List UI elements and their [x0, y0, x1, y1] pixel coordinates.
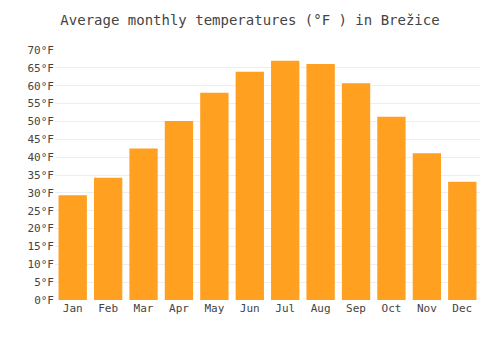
- svg-text:Nov: Nov: [417, 302, 437, 315]
- svg-text:65°F: 65°F: [28, 62, 55, 75]
- svg-text:55°F: 55°F: [28, 97, 55, 110]
- svg-text:Aug: Aug: [311, 302, 331, 315]
- svg-text:May: May: [204, 302, 224, 315]
- svg-text:Dec: Dec: [452, 302, 472, 315]
- svg-text:Jan: Jan: [63, 302, 83, 315]
- svg-text:45°F: 45°F: [28, 133, 55, 146]
- svg-text:Jun: Jun: [240, 302, 260, 315]
- svg-text:Mar: Mar: [134, 302, 154, 315]
- svg-text:20°F: 20°F: [28, 222, 55, 235]
- svg-text:60°F: 60°F: [28, 80, 55, 93]
- svg-text:40°F: 40°F: [28, 151, 55, 164]
- svg-text:35°F: 35°F: [28, 169, 55, 182]
- svg-text:70°F: 70°F: [28, 44, 55, 57]
- svg-text:Feb: Feb: [98, 302, 118, 315]
- svg-text:25°F: 25°F: [28, 205, 55, 218]
- svg-text:30°F: 30°F: [28, 187, 55, 200]
- svg-text:0°F: 0°F: [34, 294, 54, 307]
- svg-text:50°F: 50°F: [28, 115, 55, 128]
- svg-text:Jul: Jul: [275, 302, 295, 315]
- svg-text:Oct: Oct: [382, 302, 402, 315]
- svg-text:5°F: 5°F: [34, 276, 54, 289]
- svg-text:15°F: 15°F: [28, 240, 55, 253]
- svg-text:10°F: 10°F: [28, 258, 55, 271]
- svg-text:Apr: Apr: [169, 302, 189, 315]
- svg-text:Sep: Sep: [346, 302, 366, 315]
- svg-text:Average monthly temperatures (: Average monthly temperatures (°F ) in Br…: [60, 12, 439, 28]
